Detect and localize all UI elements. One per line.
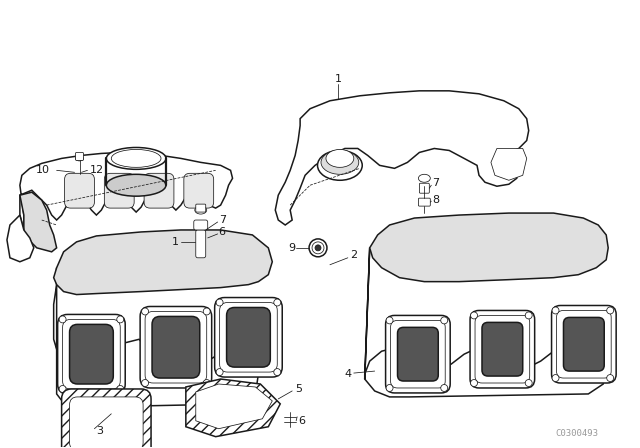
FancyBboxPatch shape: [220, 302, 277, 372]
FancyBboxPatch shape: [196, 204, 205, 212]
Ellipse shape: [204, 379, 210, 387]
Ellipse shape: [552, 375, 559, 382]
Ellipse shape: [216, 299, 223, 306]
Ellipse shape: [116, 316, 124, 323]
Ellipse shape: [419, 174, 430, 182]
FancyBboxPatch shape: [482, 323, 523, 376]
Ellipse shape: [607, 307, 614, 314]
FancyBboxPatch shape: [390, 320, 445, 388]
FancyBboxPatch shape: [419, 198, 430, 206]
Ellipse shape: [500, 155, 518, 169]
Ellipse shape: [441, 317, 448, 324]
Ellipse shape: [470, 312, 477, 319]
Text: C0300493: C0300493: [556, 429, 598, 438]
Polygon shape: [196, 384, 272, 429]
Ellipse shape: [111, 150, 161, 168]
FancyBboxPatch shape: [65, 173, 95, 208]
Ellipse shape: [76, 156, 83, 161]
Text: 9: 9: [288, 243, 295, 253]
Polygon shape: [370, 213, 608, 282]
Ellipse shape: [309, 239, 327, 257]
FancyBboxPatch shape: [470, 310, 534, 388]
Ellipse shape: [386, 317, 393, 324]
Text: 2: 2: [350, 250, 357, 260]
Text: 7: 7: [432, 178, 440, 188]
Ellipse shape: [312, 242, 324, 254]
FancyBboxPatch shape: [563, 318, 604, 371]
FancyBboxPatch shape: [227, 307, 270, 367]
Ellipse shape: [386, 384, 393, 392]
FancyBboxPatch shape: [557, 310, 611, 378]
Text: 1: 1: [172, 237, 179, 247]
Ellipse shape: [59, 385, 66, 392]
Ellipse shape: [525, 379, 532, 387]
Ellipse shape: [525, 312, 532, 319]
Polygon shape: [186, 379, 280, 437]
FancyBboxPatch shape: [152, 316, 200, 378]
FancyBboxPatch shape: [63, 319, 120, 389]
Text: 10: 10: [36, 165, 50, 175]
Text: 8: 8: [432, 195, 440, 205]
FancyBboxPatch shape: [194, 220, 208, 230]
FancyBboxPatch shape: [104, 173, 134, 208]
Ellipse shape: [274, 369, 281, 375]
Ellipse shape: [470, 379, 477, 387]
Ellipse shape: [216, 369, 223, 375]
FancyBboxPatch shape: [144, 173, 174, 208]
Ellipse shape: [326, 150, 354, 168]
Ellipse shape: [441, 384, 448, 392]
Text: 6: 6: [298, 416, 305, 426]
Ellipse shape: [315, 245, 321, 251]
Ellipse shape: [116, 385, 124, 392]
Polygon shape: [7, 215, 34, 262]
Polygon shape: [275, 91, 529, 225]
Text: 4: 4: [345, 369, 352, 379]
Ellipse shape: [59, 316, 66, 323]
Polygon shape: [20, 152, 232, 230]
FancyBboxPatch shape: [61, 389, 151, 448]
Ellipse shape: [141, 308, 148, 315]
Ellipse shape: [274, 299, 281, 306]
Polygon shape: [365, 248, 606, 397]
Text: 6: 6: [219, 227, 226, 237]
FancyBboxPatch shape: [552, 306, 616, 383]
Text: 5: 5: [295, 384, 302, 394]
Ellipse shape: [106, 147, 166, 169]
Text: 12: 12: [90, 165, 104, 175]
Text: 3: 3: [97, 426, 104, 436]
FancyBboxPatch shape: [196, 230, 205, 258]
Ellipse shape: [106, 174, 166, 196]
FancyBboxPatch shape: [140, 306, 212, 388]
Polygon shape: [54, 230, 272, 294]
FancyBboxPatch shape: [475, 315, 530, 383]
FancyBboxPatch shape: [397, 327, 438, 381]
Polygon shape: [20, 192, 57, 252]
FancyBboxPatch shape: [70, 324, 113, 384]
Ellipse shape: [141, 379, 148, 387]
Ellipse shape: [321, 151, 359, 174]
FancyBboxPatch shape: [419, 183, 429, 193]
Ellipse shape: [317, 151, 362, 180]
Ellipse shape: [552, 307, 559, 314]
Text: 7: 7: [219, 215, 226, 225]
Ellipse shape: [195, 206, 207, 214]
FancyBboxPatch shape: [58, 314, 125, 394]
Ellipse shape: [607, 375, 614, 382]
FancyBboxPatch shape: [76, 152, 83, 160]
FancyBboxPatch shape: [70, 397, 143, 448]
Polygon shape: [54, 268, 259, 411]
Ellipse shape: [204, 308, 210, 315]
FancyBboxPatch shape: [145, 311, 207, 383]
FancyBboxPatch shape: [385, 315, 450, 393]
FancyBboxPatch shape: [184, 173, 214, 208]
FancyBboxPatch shape: [214, 297, 282, 377]
Polygon shape: [491, 148, 527, 180]
Text: 1: 1: [334, 74, 341, 84]
